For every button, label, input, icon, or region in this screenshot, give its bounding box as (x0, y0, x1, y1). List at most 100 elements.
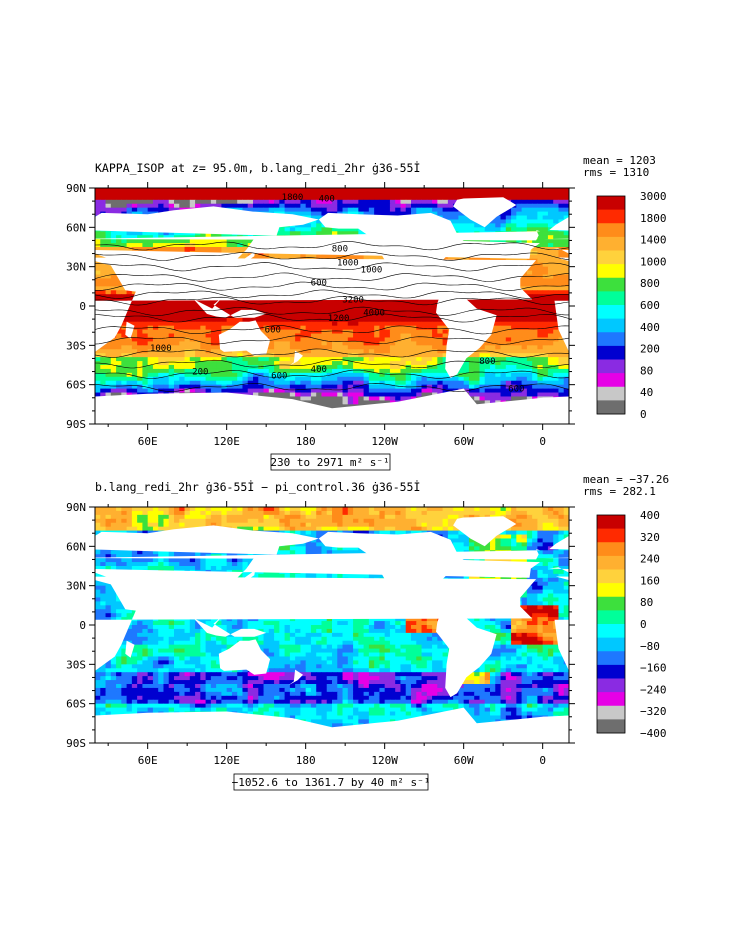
field-cell (432, 211, 438, 217)
field-cell (284, 321, 291, 327)
field-cell (321, 396, 328, 401)
field-cell (537, 384, 544, 390)
field-cell (152, 384, 159, 390)
field-cell (558, 243, 565, 248)
field-cell (174, 357, 180, 362)
field-cell (353, 341, 359, 346)
field-cell (563, 211, 569, 217)
field-cell (105, 207, 112, 213)
field-cell (131, 349, 138, 354)
field-cell (416, 203, 423, 209)
field-cell (358, 199, 365, 205)
field-cell (168, 188, 175, 193)
field-cell (279, 195, 286, 201)
field-cell (537, 368, 544, 374)
field-cell (158, 235, 164, 240)
field-cell (300, 372, 307, 378)
field-cell (405, 333, 412, 338)
field-cell (210, 313, 217, 319)
field-cell (263, 361, 270, 366)
field-cell (558, 278, 565, 283)
field-cell (421, 349, 428, 354)
field-cell (532, 247, 538, 252)
field-cell (253, 203, 259, 209)
field-cell (284, 357, 291, 362)
field-cell (200, 372, 207, 378)
field-cell (374, 368, 380, 374)
field-cell (505, 388, 512, 394)
field-cell (189, 306, 196, 311)
field-cell (242, 254, 249, 260)
field-cell (310, 313, 317, 319)
field-cell (195, 321, 201, 327)
field-cell (453, 191, 459, 197)
field-cell (500, 188, 507, 193)
field-cell (532, 298, 538, 303)
field-cell (537, 376, 544, 382)
field-cell (163, 384, 170, 390)
field-cell (484, 341, 491, 346)
field-cell (542, 266, 549, 272)
field-cell (253, 317, 259, 323)
field-cell (521, 278, 528, 283)
field-cell (216, 380, 222, 386)
field-cell (558, 235, 565, 240)
field-cell (537, 250, 544, 256)
field-cell (353, 376, 359, 382)
field-cell (316, 191, 322, 197)
field-cell (453, 195, 459, 201)
field-cell (226, 376, 233, 382)
field-cell (258, 384, 265, 390)
field-cell (405, 376, 412, 382)
field-cell (326, 203, 333, 209)
field-cell (247, 203, 254, 209)
field-cell (358, 384, 365, 390)
field-cell (479, 349, 486, 354)
field-cell (474, 396, 480, 401)
field-cell (511, 333, 517, 338)
field-cell (379, 365, 386, 370)
field-cell (321, 302, 328, 307)
field-cell (195, 357, 201, 362)
field-cell (147, 235, 154, 240)
field-cell (542, 306, 549, 311)
field-cell (295, 313, 301, 319)
field-cell (142, 247, 149, 252)
field-cell (316, 313, 322, 319)
field-cell (258, 368, 265, 374)
field-cell (326, 298, 333, 303)
field-cell (547, 243, 554, 248)
field-cell (337, 396, 344, 401)
field-cell (253, 207, 259, 213)
field-cell (321, 357, 328, 362)
field-cell (137, 302, 143, 307)
field-cell (500, 223, 507, 228)
field-cell (131, 309, 138, 315)
field-cell (295, 195, 301, 201)
field-cell (526, 239, 533, 244)
field-cell (516, 325, 523, 331)
field-cell (116, 278, 122, 283)
field-cell (395, 325, 401, 331)
field-cell (121, 376, 128, 382)
field-cell (116, 384, 122, 390)
field-cell (442, 333, 449, 338)
field-cell (405, 191, 412, 197)
field-cell (379, 191, 386, 197)
field-cell (316, 298, 322, 303)
field-cell (368, 309, 375, 315)
field-cell (105, 191, 112, 197)
field-cell (300, 333, 307, 338)
field-cell (532, 384, 538, 390)
field-cell (495, 223, 502, 228)
field-cell (189, 361, 196, 366)
field-cell (95, 207, 101, 213)
field-cell (405, 337, 412, 342)
field-cell (505, 365, 512, 370)
field-cell (195, 341, 201, 346)
field-cell (411, 361, 417, 366)
panel-1-map: 1800 400800100010003200120040006001000200… (95, 188, 569, 424)
field-cell (163, 302, 170, 307)
field-cell (179, 302, 186, 307)
